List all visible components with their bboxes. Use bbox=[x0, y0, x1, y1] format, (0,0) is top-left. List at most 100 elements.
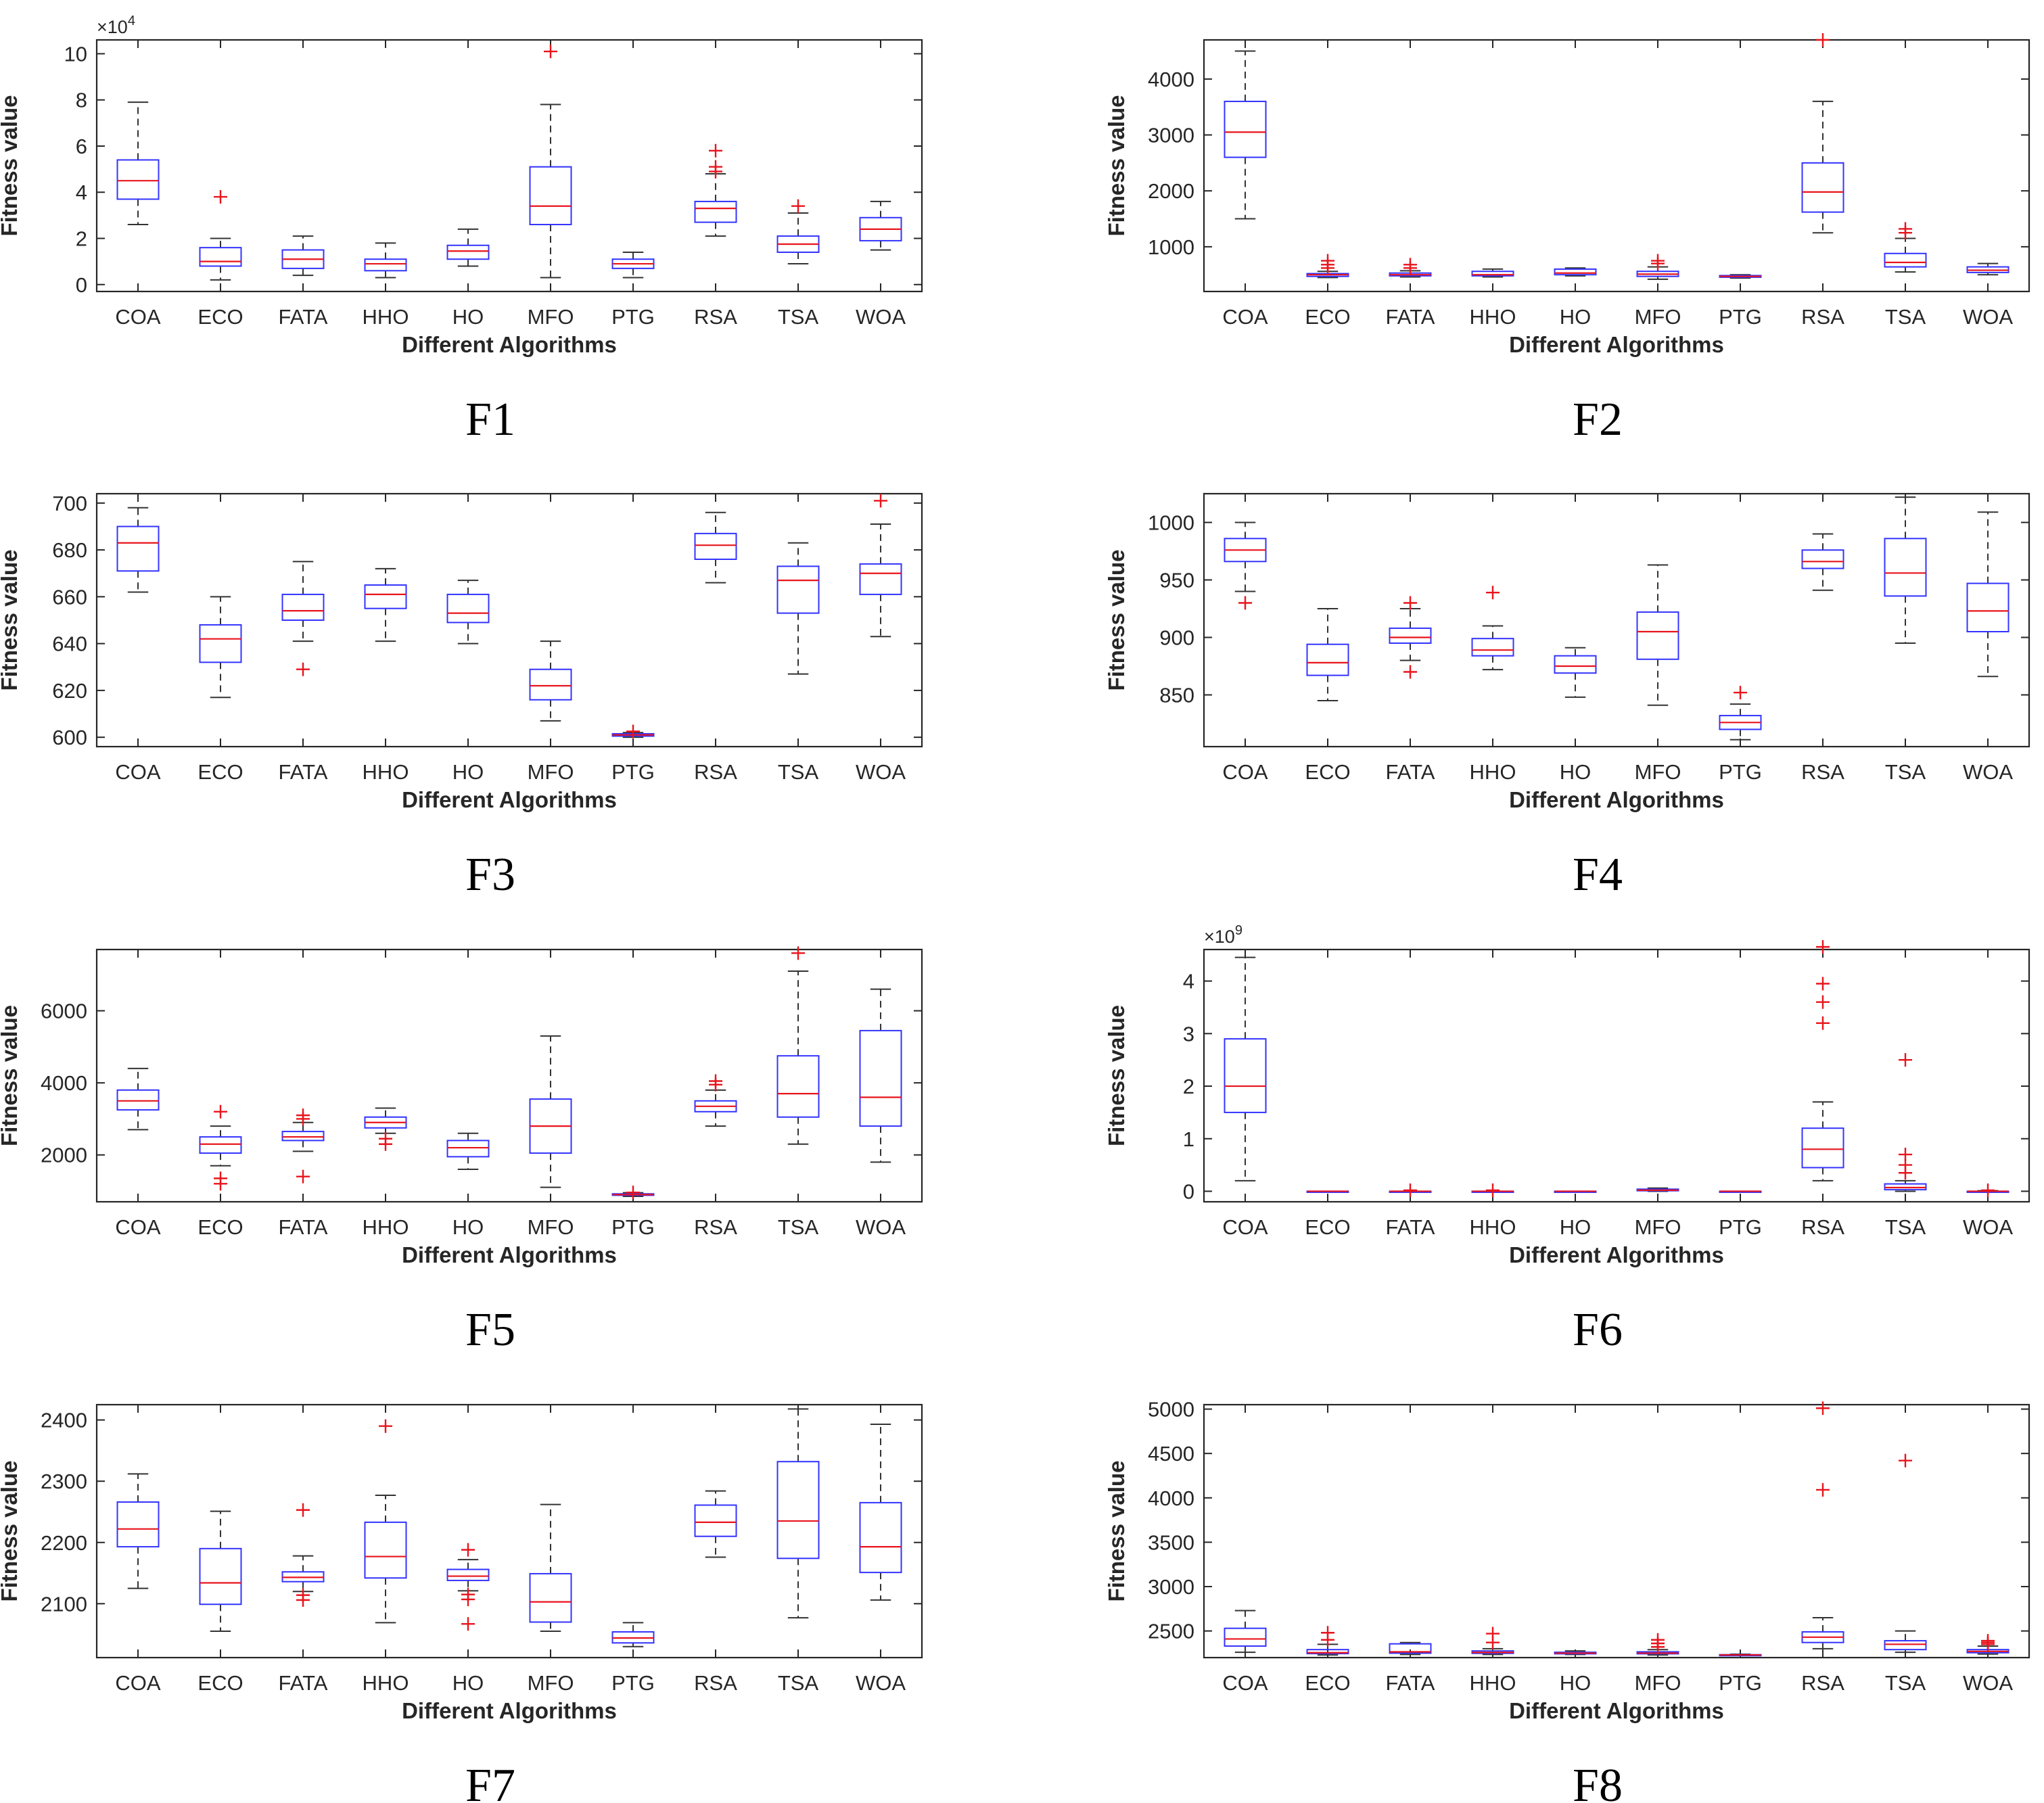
panel-caption: F3 bbox=[465, 849, 515, 901]
x-tick-label: ECO bbox=[1305, 760, 1350, 784]
iqr-box bbox=[1801, 1127, 1844, 1169]
box-tsa bbox=[1884, 1453, 1927, 1654]
box-coa bbox=[116, 1473, 160, 1589]
box-mfo bbox=[1636, 1187, 1679, 1192]
plot-area bbox=[1203, 1403, 2030, 1659]
iqr-box bbox=[199, 624, 242, 663]
exponent-power: 9 bbox=[1235, 923, 1242, 938]
box-ho bbox=[446, 228, 490, 267]
x-tick-label: ECO bbox=[198, 1215, 243, 1239]
x-tick-label: PTG bbox=[1719, 760, 1762, 784]
iqr-box bbox=[281, 593, 325, 622]
y-tick-label: 8 bbox=[76, 89, 87, 112]
x-tick-label: TSA bbox=[1885, 305, 1926, 329]
y-tick-label: 1000 bbox=[1148, 235, 1194, 259]
x-tick-label: HO bbox=[1560, 1215, 1592, 1239]
x-tick-label: MFO bbox=[528, 305, 574, 329]
box-ptg bbox=[1719, 274, 1762, 279]
box-hho bbox=[1471, 1183, 1514, 1197]
box-tsa bbox=[776, 542, 820, 675]
outlier-marker bbox=[1816, 33, 1830, 47]
y-tick-label: 2500 bbox=[1148, 1620, 1194, 1643]
outlier-marker bbox=[1486, 1183, 1500, 1197]
box-rsa bbox=[1801, 1401, 1844, 1649]
iqr-box bbox=[281, 1131, 325, 1142]
outlier-marker bbox=[709, 1074, 722, 1088]
y-tick-label: 2000 bbox=[1148, 179, 1194, 203]
x-tick-label: RSA bbox=[694, 760, 737, 784]
x-tick-label: TSA bbox=[778, 760, 819, 784]
outlier-marker bbox=[296, 1503, 310, 1517]
iqr-box bbox=[694, 532, 737, 560]
box-woa bbox=[1966, 1183, 2010, 1197]
box-fata bbox=[1389, 1183, 1432, 1197]
x-tick-label: WOA bbox=[856, 1215, 906, 1239]
y-tick-label: 4000 bbox=[1148, 68, 1194, 91]
box-rsa bbox=[694, 1490, 737, 1558]
box-fata bbox=[281, 235, 325, 277]
box-eco bbox=[1306, 608, 1349, 701]
x-tick-label: MFO bbox=[528, 1215, 574, 1239]
y-tick-label: 10 bbox=[64, 42, 87, 66]
outlier-marker bbox=[1816, 1401, 1830, 1415]
y-tick-label: 3500 bbox=[1148, 1530, 1194, 1554]
box-eco bbox=[199, 1104, 242, 1191]
chart-f6: 0 1 2 3 4 ×109 COA ECO FATA HHO HO MFO PTG RSA TSA WOA D… bbox=[1104, 923, 2030, 1356]
outlier-marker bbox=[1403, 1183, 1417, 1197]
x-tick-label: WOA bbox=[856, 1671, 906, 1695]
y-tick-label: 950 bbox=[1159, 569, 1194, 592]
box-hho bbox=[1471, 268, 1514, 278]
x-axis-label: Different Algorithms bbox=[402, 787, 617, 812]
x-tick-label: ECO bbox=[1305, 1671, 1350, 1695]
x-tick-label: FATA bbox=[1386, 305, 1435, 329]
outlier-marker bbox=[874, 494, 887, 508]
x-tick-label: WOA bbox=[856, 760, 906, 784]
y-tick-label: 3 bbox=[1183, 1022, 1194, 1046]
x-tick-label: PTG bbox=[1719, 305, 1762, 329]
box-fata bbox=[281, 1108, 325, 1184]
x-tick-label: HO bbox=[452, 760, 484, 784]
box-fata bbox=[281, 1503, 325, 1607]
y-tick-label: 660 bbox=[52, 585, 87, 609]
x-axis-label: Different Algorithms bbox=[1509, 1242, 1724, 1267]
outlier-marker bbox=[1403, 596, 1417, 610]
x-tick-label: ECO bbox=[1305, 305, 1350, 329]
y-tick-label: 640 bbox=[52, 632, 87, 656]
box-woa bbox=[859, 988, 902, 1163]
x-tick-label: RSA bbox=[694, 305, 737, 329]
x-tick-label: WOA bbox=[1963, 760, 2013, 784]
box-ho bbox=[446, 1132, 490, 1171]
box-ho bbox=[1554, 1650, 1597, 1656]
y-tick-label: 2400 bbox=[41, 1409, 87, 1432]
chart-f7: 2100 2200 2300 2400 COA ECO FATA HHO HO MFO PTG RSA… bbox=[0, 1403, 923, 1803]
iqr-box bbox=[446, 244, 490, 260]
y-tick-label: 4 bbox=[76, 181, 87, 204]
y-tick-label: 4 bbox=[1183, 970, 1194, 993]
x-tick-label: TSA bbox=[778, 1215, 819, 1239]
box-rsa bbox=[1801, 940, 1844, 1181]
x-tick-label: MFO bbox=[1635, 305, 1681, 329]
iqr-box bbox=[1224, 1627, 1267, 1647]
plot-area bbox=[95, 39, 923, 293]
x-tick-label: FATA bbox=[279, 305, 328, 329]
iqr-box bbox=[116, 1501, 160, 1548]
x-tick-label: HHO bbox=[1470, 1671, 1516, 1695]
outlier-marker bbox=[1981, 1183, 1995, 1197]
outlier-marker bbox=[1321, 254, 1334, 268]
iqr-box bbox=[1884, 252, 1927, 268]
x-tick-label: WOA bbox=[1963, 1671, 2013, 1695]
box-eco bbox=[199, 1510, 242, 1633]
y-tick-label: 4000 bbox=[41, 1071, 87, 1095]
y-tick-label: 680 bbox=[52, 538, 87, 562]
x-tick-label: COA bbox=[115, 1671, 161, 1695]
y-tick-label: 3000 bbox=[1148, 124, 1194, 147]
box-ho bbox=[1554, 267, 1597, 277]
box-hho bbox=[364, 1419, 407, 1624]
chart-f5: 2000 4000 6000 COA ECO FATA HHO HO MFO PTG RSA TSA W… bbox=[0, 946, 923, 1356]
x-axis-label: Different Algorithms bbox=[402, 1242, 617, 1267]
y-tick-label: 900 bbox=[1159, 626, 1194, 650]
iqr-box bbox=[199, 247, 242, 267]
iqr-box bbox=[1306, 1649, 1349, 1655]
box-ho bbox=[446, 580, 490, 645]
